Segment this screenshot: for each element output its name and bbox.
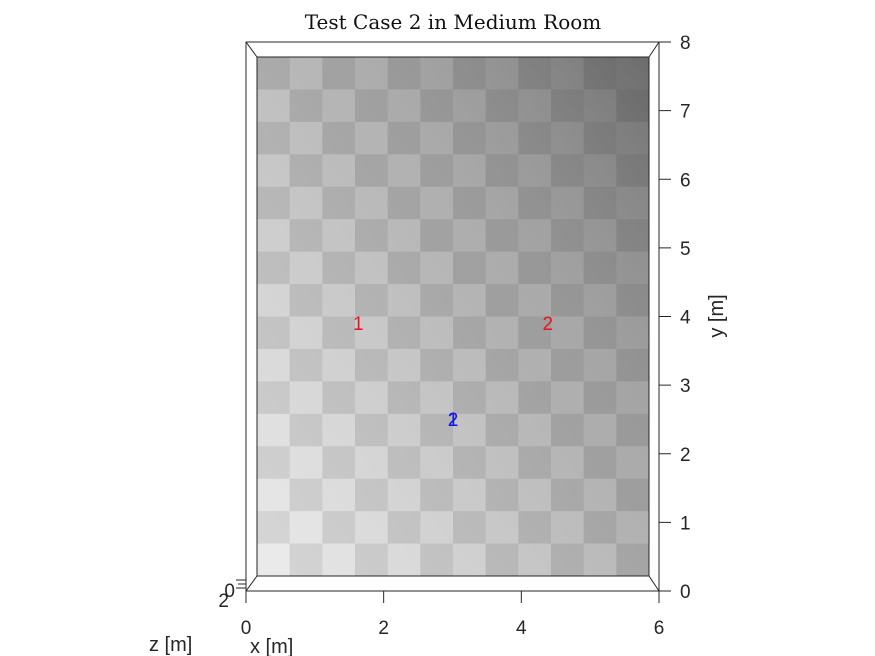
y-tick-label: 3 — [680, 376, 691, 397]
x-tick-label: 6 — [654, 618, 665, 639]
marker-label: 2 — [448, 410, 459, 431]
z-axis: 0 2 — [218, 579, 246, 612]
z-axis-label: z [m] — [149, 634, 192, 656]
y-tick-label: 8 — [680, 33, 691, 54]
y-tick-label: 2 — [680, 445, 691, 466]
z-tick-label: 2 — [218, 591, 229, 612]
source-receiver-markers: 1 212 — [353, 314, 553, 431]
chart-title: Test Case 2 in Medium Room — [305, 10, 602, 34]
y-tick-label: 1 — [680, 513, 691, 534]
x-axis-label: x [m] — [250, 636, 293, 656]
y-tick-label: 5 — [680, 239, 691, 260]
y-tick-label: 4 — [680, 308, 691, 329]
x-tick-label: 0 — [241, 618, 252, 639]
y-tick-label: 0 — [680, 582, 691, 603]
x-axis: 0 2 4 6 — [241, 591, 665, 639]
y-tick-label: 6 — [680, 170, 691, 191]
y-tick-label: 7 — [680, 102, 691, 123]
floor-shading — [257, 57, 649, 576]
y-axis-label: y [m] — [706, 294, 728, 337]
x-tick-label: 2 — [378, 618, 389, 639]
marker-label: 1 — [448, 410, 459, 431]
marker-label: 1 — [353, 314, 364, 335]
z-tick-label: 0 — [224, 581, 235, 602]
x-tick-label: 4 — [516, 618, 527, 639]
marker-label: 2 — [542, 314, 553, 335]
y-axis: 0 1 2 3 4 5 6 7 8 — [659, 33, 691, 603]
